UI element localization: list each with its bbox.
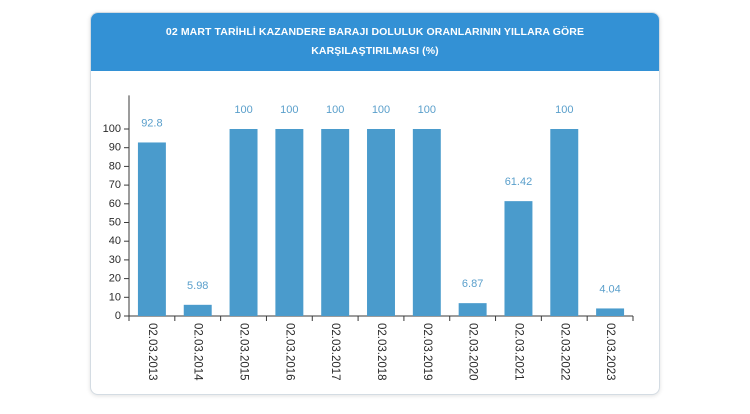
y-tick-label: 90 xyxy=(109,142,121,154)
bar-02.03.2013 xyxy=(137,142,166,316)
y-tick-label: 30 xyxy=(109,254,121,266)
bar-series xyxy=(137,129,625,316)
data-label: 100 xyxy=(280,104,298,116)
bar-02.03.2021 xyxy=(504,201,533,316)
data-label: 61.42 xyxy=(505,176,533,188)
data-label: 6.87 xyxy=(462,278,483,290)
x-tick-label: 02.03.2016 xyxy=(283,323,295,381)
bar-02.03.2017 xyxy=(321,129,350,316)
y-tick-label: 0 xyxy=(115,310,121,322)
chart-title-line-2: KARŞILAŞTIRILMASI (%) xyxy=(311,45,439,57)
chart-card: 02 MART TARİHLİ KAZANDERE BARAJI DOLULUK… xyxy=(90,12,660,395)
y-tick-label: 80 xyxy=(109,160,121,172)
x-tick-label: 02.03.2022 xyxy=(558,323,570,381)
chart-header: 02 MART TARİHLİ KAZANDERE BARAJI DOLULUK… xyxy=(91,13,659,71)
y-tick-label: 70 xyxy=(109,179,121,191)
y-tick-label: 20 xyxy=(109,273,121,285)
data-label: 100 xyxy=(234,104,252,116)
bar-02.03.2016 xyxy=(275,129,304,316)
y-tick-label: 10 xyxy=(109,291,121,303)
bar-02.03.2023 xyxy=(596,308,625,316)
bar-02.03.2020 xyxy=(458,303,487,316)
data-label: 100 xyxy=(555,104,573,116)
x-tick-label: 02.03.2017 xyxy=(329,323,341,381)
bar-02.03.2014 xyxy=(183,304,212,316)
x-axis xyxy=(128,315,634,321)
data-labels: 92.8 5.98 100 100 100 100 100 6.87 61.42 100 4.04 xyxy=(141,104,621,295)
y-axis: 0 10 20 30 40 50 60 70 80 90 100 xyxy=(103,95,130,322)
x-tick-label: 02.03.2019 xyxy=(421,323,433,381)
y-tick-label: 50 xyxy=(109,217,121,229)
x-tick-label: 02.03.2021 xyxy=(512,323,524,381)
data-label: 100 xyxy=(326,104,344,116)
data-label: 100 xyxy=(372,104,390,116)
data-label: 4.04 xyxy=(599,283,620,295)
x-tick-labels: 02.03.2013 02.03.2014 02.03.2015 02.03.2016… xyxy=(146,323,616,381)
bar-02.03.2022 xyxy=(550,129,579,316)
y-tick-label: 60 xyxy=(109,198,121,210)
x-tick-label: 02.03.2023 xyxy=(604,323,616,381)
x-tick-label: 02.03.2014 xyxy=(192,323,204,381)
bar-02.03.2019 xyxy=(412,129,441,316)
data-label: 92.8 xyxy=(141,117,162,129)
bar-02.03.2018 xyxy=(367,129,395,316)
y-tick-label: 40 xyxy=(109,235,121,247)
data-label: 100 xyxy=(418,104,436,116)
x-tick-label: 02.03.2015 xyxy=(238,323,250,381)
chart-title-line-1: 02 MART TARİHLİ KAZANDERE BARAJI DOLULUK… xyxy=(165,26,585,38)
x-tick-label: 02.03.2020 xyxy=(467,323,479,381)
bar-02.03.2015 xyxy=(229,129,258,316)
bar-chart: 0 10 20 30 40 50 60 70 80 90 100 92.8 5.98 100 100 100… xyxy=(103,95,634,381)
x-tick-label: 02.03.2013 xyxy=(146,323,158,381)
y-tick-label: 100 xyxy=(103,123,121,135)
data-label: 5.98 xyxy=(187,280,208,292)
x-tick-label: 02.03.2018 xyxy=(375,323,387,381)
